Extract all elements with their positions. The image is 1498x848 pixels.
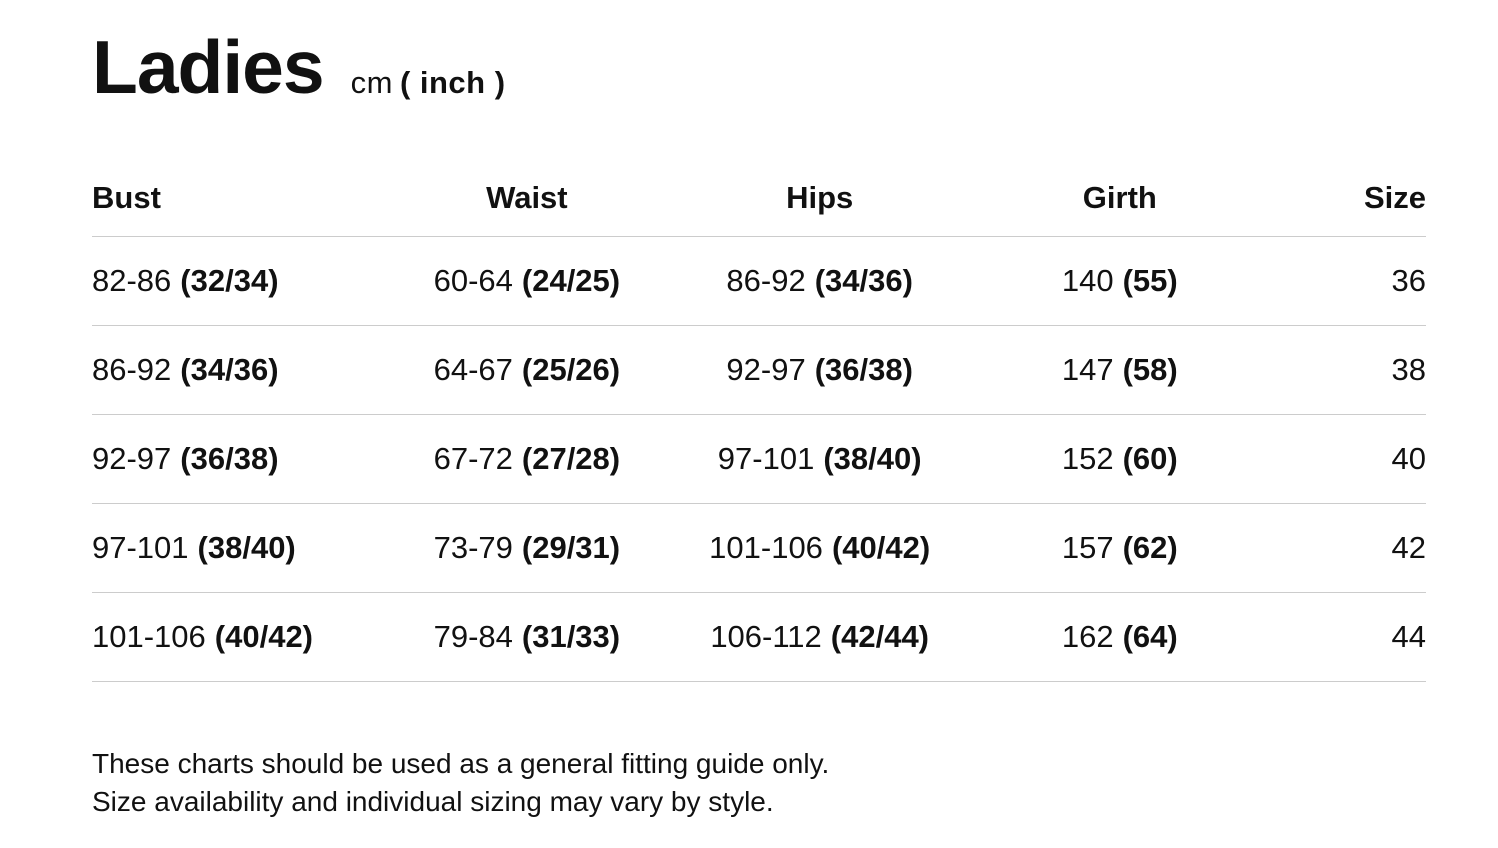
cell-hips: 106-112 (42/44) — [664, 592, 976, 682]
cell-size: 44 — [1264, 592, 1426, 682]
waist-inch-value: (24/25) — [521, 263, 621, 298]
size-table-body: 82-86 (32/34) 60-64 (24/25) 86-92 (34/36) 1… — [92, 236, 1426, 682]
cell-size: 38 — [1264, 325, 1426, 415]
cell-girth: 140 (55) — [975, 236, 1265, 326]
bust-inch-value: (36/38) — [180, 441, 279, 476]
waist-inch-value: (25/26) — [521, 352, 621, 387]
column-header-size: Size — [1264, 160, 1426, 237]
cell-waist: 73-79 (29/31) — [389, 503, 665, 593]
table-row: 97-101 (38/40) 73-79 (29/31) 101-106 (40/42… — [92, 503, 1426, 593]
column-header-bust: Bust — [92, 160, 390, 237]
bust-cm-value: 92-97 — [92, 441, 172, 476]
cell-girth: 157 (62) — [975, 503, 1265, 593]
hips-cm-value: 97-101 — [717, 441, 815, 476]
bust-inch-value: (34/36) — [180, 352, 279, 387]
disclaimer-line-2: Size availability and individual sizing … — [92, 786, 774, 817]
bust-cm-value: 101-106 — [92, 619, 206, 654]
waist-inch-value: (29/31) — [521, 530, 621, 565]
girth-cm-value: 147 — [1061, 352, 1114, 387]
cell-waist: 67-72 (27/28) — [389, 414, 665, 504]
table-row: 86-92 (34/36) 64-67 (25/26) 92-97 (36/38) 1… — [92, 325, 1426, 415]
cell-bust: 86-92 (34/36) — [92, 325, 390, 415]
disclaimer: These charts should be used as a general… — [92, 745, 1426, 821]
bust-cm-value: 86-92 — [92, 352, 172, 387]
size-table-header: Bust Waist Hips Girth Size — [92, 160, 1426, 237]
unit-note: cm( inch ) — [351, 65, 506, 101]
hips-inch-value: (40/42) — [831, 530, 931, 565]
girth-inch-value: (62) — [1122, 530, 1178, 565]
cell-size: 36 — [1264, 236, 1426, 326]
waist-cm-value: 67-72 — [433, 441, 513, 476]
hips-inch-value: (38/40) — [823, 441, 922, 476]
girth-cm-value: 157 — [1061, 530, 1114, 565]
cell-girth: 162 (64) — [975, 592, 1265, 682]
unit-inch-label: ( inch ) — [399, 65, 506, 100]
cell-bust: 82-86 (32/34) — [92, 236, 390, 326]
disclaimer-line-1: These charts should be used as a general… — [92, 748, 830, 779]
cell-waist: 60-64 (24/25) — [389, 236, 665, 326]
waist-cm-value: 60-64 — [433, 263, 513, 298]
hips-inch-value: (42/44) — [830, 619, 930, 654]
hips-cm-value: 101-106 — [709, 530, 823, 565]
cell-size: 40 — [1264, 414, 1426, 504]
column-header-waist: Waist — [389, 160, 665, 237]
cell-size: 42 — [1264, 503, 1426, 593]
cell-waist: 79-84 (31/33) — [389, 592, 665, 682]
girth-inch-value: (55) — [1122, 263, 1178, 298]
bust-inch-value: (40/42) — [214, 619, 314, 654]
girth-cm-value: 162 — [1061, 619, 1114, 654]
waist-cm-value: 73-79 — [433, 530, 513, 565]
waist-cm-value: 64-67 — [433, 352, 513, 387]
cell-hips: 101-106 (40/42) — [664, 503, 976, 593]
table-row: 92-97 (36/38) 67-72 (27/28) 97-101 (38/40) … — [92, 414, 1426, 504]
girth-inch-value: (60) — [1122, 441, 1178, 476]
page-title: Ladies — [92, 25, 325, 109]
column-header-hips: Hips — [664, 160, 976, 237]
hips-inch-value: (34/36) — [814, 263, 913, 298]
cell-girth: 147 (58) — [975, 325, 1265, 415]
bust-inch-value: (38/40) — [197, 530, 296, 565]
hips-cm-value: 92-97 — [726, 352, 806, 387]
header-row: Bust Waist Hips Girth Size — [92, 160, 1426, 237]
cell-bust: 97-101 (38/40) — [92, 503, 390, 593]
cell-bust: 92-97 (36/38) — [92, 414, 390, 504]
waist-cm-value: 79-84 — [433, 619, 513, 654]
bust-cm-value: 82-86 — [92, 263, 172, 298]
table-row: 101-106 (40/42) 79-84 (31/33) 106-112 (42/4… — [92, 592, 1426, 682]
hips-cm-value: 86-92 — [726, 263, 806, 298]
bust-inch-value: (32/34) — [180, 263, 279, 298]
cell-hips: 97-101 (38/40) — [664, 414, 976, 504]
cell-girth: 152 (60) — [975, 414, 1265, 504]
page-header: Ladies cm( inch ) — [92, 30, 1426, 105]
size-table: Bust Waist Hips Girth Size 82-86 (32/34) … — [92, 160, 1426, 682]
bust-cm-value: 97-101 — [92, 530, 189, 565]
cell-waist: 64-67 (25/26) — [389, 325, 665, 415]
cell-hips: 86-92 (34/36) — [664, 236, 976, 326]
hips-inch-value: (36/38) — [814, 352, 913, 387]
hips-cm-value: 106-112 — [710, 619, 822, 654]
waist-inch-value: (31/33) — [521, 619, 621, 654]
girth-inch-value: (64) — [1122, 619, 1178, 654]
waist-inch-value: (27/28) — [521, 441, 621, 476]
unit-cm-label: cm — [350, 65, 393, 100]
girth-cm-value: 152 — [1061, 441, 1114, 476]
girth-inch-value: (58) — [1122, 352, 1178, 387]
girth-cm-value: 140 — [1061, 263, 1114, 298]
cell-hips: 92-97 (36/38) — [664, 325, 976, 415]
cell-bust: 101-106 (40/42) — [92, 592, 390, 682]
column-header-girth: Girth — [975, 160, 1265, 237]
table-row: 82-86 (32/34) 60-64 (24/25) 86-92 (34/36) 1… — [92, 236, 1426, 326]
